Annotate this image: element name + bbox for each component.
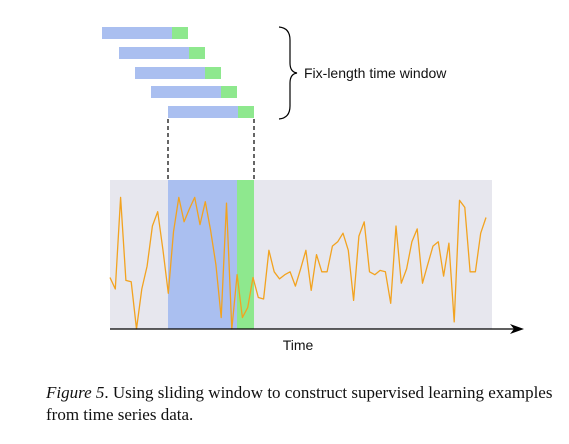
target-bar-4 (221, 86, 237, 98)
caption-text: . Using sliding window to construct supe… (46, 383, 553, 424)
target-bar-3 (205, 67, 221, 79)
window-bar-1 (102, 27, 172, 39)
target-bar-2 (189, 47, 205, 59)
window-label: Fix-length time window (304, 65, 447, 81)
window-bars-stack (102, 27, 254, 118)
curly-brace-icon (278, 26, 298, 120)
time-axis-label: Time (283, 337, 314, 353)
window-highlight (168, 180, 237, 329)
window-bar-4 (151, 86, 221, 98)
figure-label: Figure 5 (46, 383, 105, 402)
target-bar-1 (172, 27, 188, 39)
window-bar-5 (168, 106, 238, 118)
window-bar-2 (119, 47, 189, 59)
window-bar-3 (135, 67, 205, 79)
plot-background (110, 180, 492, 329)
target-highlight (237, 180, 254, 329)
target-bar-5 (238, 106, 254, 118)
figure-caption: Figure 5. Using sliding window to constr… (46, 382, 556, 426)
time-series-line (109, 196, 487, 330)
time-axis-arrow-icon (510, 324, 524, 334)
